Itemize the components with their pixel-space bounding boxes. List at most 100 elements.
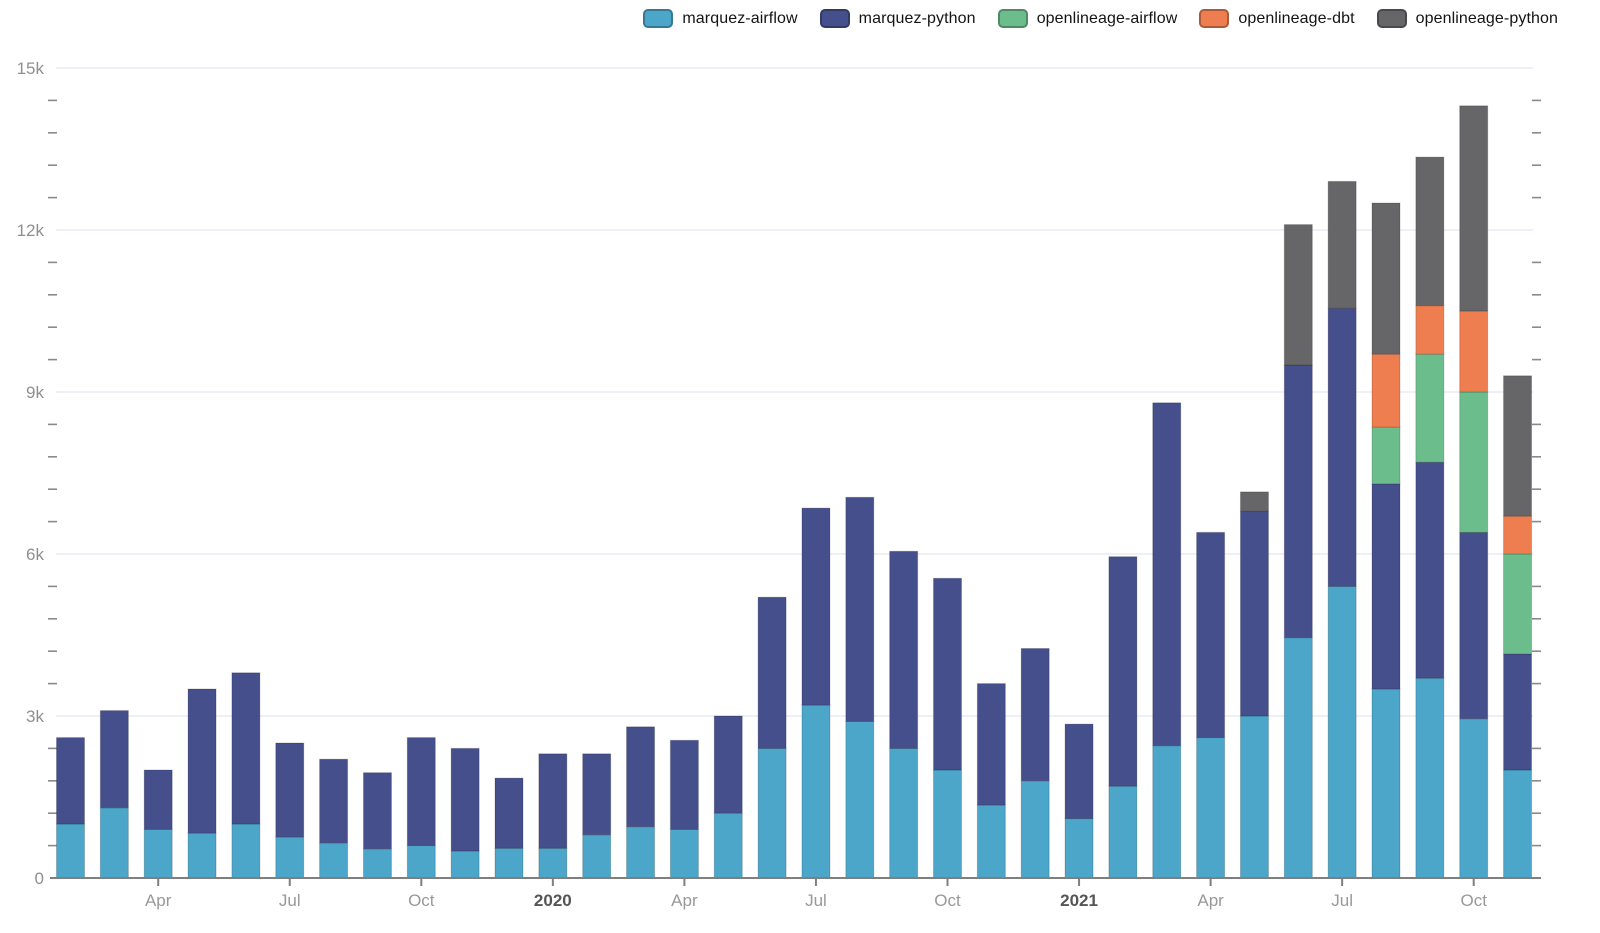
bar-segment-marquez-python-aug-2020[interactable] bbox=[845, 496, 875, 722]
bar-segment-marquez-python-oct-2020[interactable] bbox=[933, 577, 962, 771]
bar-segment-openlineage-airflow-aug-2021[interactable] bbox=[1371, 426, 1401, 485]
bar-segment-marquez-airflow-apr-2019[interactable] bbox=[143, 828, 173, 879]
bar-segment-marquez-python-sep-2020[interactable] bbox=[889, 550, 919, 749]
bar-segment-marquez-python-oct-2021[interactable] bbox=[1459, 531, 1489, 720]
bar-segment-marquez-python-sep-2021[interactable] bbox=[1415, 461, 1445, 679]
legend-item-marquez-airflow[interactable]: marquez-airflow bbox=[643, 9, 798, 28]
bar-segment-marquez-python-aug-2021[interactable] bbox=[1371, 483, 1401, 690]
bar-segment-openlineage-python-oct-2021[interactable] bbox=[1459, 105, 1489, 312]
bar-segment-marquez-airflow-oct-2021[interactable] bbox=[1459, 718, 1489, 879]
legend-item-openlineage-dbt[interactable]: openlineage-dbt bbox=[1199, 9, 1355, 28]
bar-segment-openlineage-dbt-oct-2021[interactable] bbox=[1459, 310, 1489, 393]
bar-segment-marquez-python-nov-2020[interactable] bbox=[976, 683, 1006, 806]
bar-segment-marquez-python-nov-2019[interactable] bbox=[450, 747, 480, 852]
bar-segment-marquez-python-apr-2020[interactable] bbox=[669, 739, 699, 830]
bar-segment-openlineage-airflow-nov-2021[interactable] bbox=[1503, 553, 1533, 655]
bar-segment-marquez-airflow-sep-2020[interactable] bbox=[889, 747, 919, 879]
legend-label: marquez-airflow bbox=[682, 9, 798, 27]
bar-segment-marquez-python-apr-2021[interactable] bbox=[1196, 531, 1226, 739]
bar-segment-marquez-airflow-aug-2020[interactable] bbox=[845, 720, 875, 879]
bar-segment-marquez-airflow-feb-2021[interactable] bbox=[1108, 785, 1138, 879]
y-axis-label: 9k bbox=[26, 383, 44, 402]
x-axis-label-2021: 2021 bbox=[1060, 891, 1098, 910]
legend-swatch-icon bbox=[643, 9, 674, 28]
bar-segment-openlineage-python-may-2021[interactable] bbox=[1239, 491, 1269, 512]
bar-segment-marquez-airflow-oct-2019[interactable] bbox=[406, 845, 436, 879]
bar-segment-openlineage-airflow-sep-2021[interactable] bbox=[1415, 353, 1445, 463]
bar-segment-marquez-airflow-jul-2021[interactable] bbox=[1327, 585, 1357, 879]
legend-item-openlineage-python[interactable]: openlineage-python bbox=[1376, 9, 1558, 28]
bar-segment-marquez-airflow-nov-2021[interactable] bbox=[1503, 769, 1533, 879]
bar-segment-marquez-python-apr-2019[interactable] bbox=[143, 769, 173, 830]
bar-segment-openlineage-dbt-nov-2021[interactable] bbox=[1503, 515, 1533, 555]
bar-segment-openlineage-dbt-aug-2021[interactable] bbox=[1371, 353, 1401, 428]
bar-segment-marquez-airflow-may-2021[interactable] bbox=[1239, 715, 1269, 879]
bar-segment-marquez-airflow-apr-2021[interactable] bbox=[1196, 737, 1226, 879]
bar-segment-marquez-airflow-may-2020[interactable] bbox=[713, 812, 743, 879]
bar-segment-marquez-python-dec-2019[interactable] bbox=[494, 777, 524, 849]
bar-segment-marquez-airflow-mar-2021[interactable] bbox=[1152, 745, 1182, 879]
bar-segment-openlineage-python-jun-2021[interactable] bbox=[1283, 224, 1313, 366]
bar-segment-openlineage-python-aug-2021[interactable] bbox=[1371, 202, 1401, 355]
legend-label: openlineage-airflow bbox=[1036, 9, 1178, 27]
bar-segment-marquez-airflow-nov-2020[interactable] bbox=[976, 804, 1006, 879]
bar-segment-marquez-airflow-apr-2020[interactable] bbox=[669, 828, 699, 879]
x-axis-label-Jul: Jul bbox=[279, 891, 301, 910]
bar-segment-marquez-python-jul-2020[interactable] bbox=[801, 507, 831, 706]
legend-item-openlineage-airflow[interactable]: openlineage-airflow bbox=[997, 9, 1178, 28]
bar-segment-marquez-python-may-2020[interactable] bbox=[713, 715, 743, 814]
bar-segment-marquez-airflow-jun-2021[interactable] bbox=[1283, 637, 1313, 879]
bar-segment-marquez-airflow-mar-2019[interactable] bbox=[99, 807, 129, 879]
bar-segment-marquez-python-jul-2021[interactable] bbox=[1327, 307, 1357, 587]
bar-segment-openlineage-python-jul-2021[interactable] bbox=[1327, 180, 1357, 309]
bar-segment-marquez-python-jun-2021[interactable] bbox=[1283, 364, 1313, 639]
bar-segment-marquez-python-mar-2020[interactable] bbox=[626, 726, 656, 828]
bar-segment-marquez-python-may-2019[interactable] bbox=[187, 688, 217, 834]
bar-segment-marquez-airflow-aug-2021[interactable] bbox=[1371, 688, 1401, 879]
x-axis-label-Apr: Apr bbox=[1197, 891, 1224, 910]
legend-swatch-icon bbox=[997, 9, 1028, 28]
bar-segment-marquez-airflow-mar-2020[interactable] bbox=[626, 826, 656, 879]
x-axis-label-Oct: Oct bbox=[934, 891, 961, 910]
bar-segment-marquez-airflow-dec-2019[interactable] bbox=[494, 847, 524, 879]
bar-segment-openlineage-python-nov-2021[interactable] bbox=[1503, 375, 1533, 517]
x-axis-label-Oct: Oct bbox=[408, 891, 435, 910]
bar-segment-marquez-python-jan-2020[interactable] bbox=[538, 753, 568, 849]
bar-segment-marquez-python-aug-2019[interactable] bbox=[319, 758, 349, 844]
bar-segment-marquez-python-may-2021[interactable] bbox=[1239, 510, 1269, 717]
bar-segment-marquez-airflow-may-2019[interactable] bbox=[187, 832, 217, 879]
bar-segment-marquez-airflow-sep-2019[interactable] bbox=[362, 848, 392, 879]
bar-segment-marquez-airflow-feb-2020[interactable] bbox=[582, 834, 612, 879]
x-axis-label-2020: 2020 bbox=[534, 891, 572, 910]
bar-segment-marquez-python-mar-2021[interactable] bbox=[1152, 402, 1182, 747]
bar-segment-marquez-python-jul-2019[interactable] bbox=[275, 742, 305, 838]
bar-segment-openlineage-python-sep-2021[interactable] bbox=[1415, 156, 1445, 307]
bar-segment-marquez-airflow-feb-2019[interactable] bbox=[56, 823, 85, 879]
bar-segment-marquez-airflow-aug-2019[interactable] bbox=[319, 842, 349, 879]
bar-segment-marquez-python-jan-2021[interactable] bbox=[1064, 723, 1094, 820]
bar-segment-marquez-python-jun-2020[interactable] bbox=[757, 596, 787, 749]
bar-segment-marquez-airflow-jan-2020[interactable] bbox=[538, 847, 568, 879]
bar-segment-marquez-python-mar-2019[interactable] bbox=[99, 710, 129, 809]
bar-segment-marquez-airflow-sep-2021[interactable] bbox=[1415, 677, 1445, 879]
bar-segment-marquez-python-feb-2019[interactable] bbox=[56, 737, 85, 825]
bar-segment-marquez-python-nov-2021[interactable] bbox=[1503, 653, 1533, 771]
bar-segment-marquez-python-feb-2021[interactable] bbox=[1108, 556, 1138, 787]
bar-segment-marquez-airflow-jul-2020[interactable] bbox=[801, 704, 831, 879]
bar-segment-marquez-airflow-nov-2019[interactable] bbox=[450, 850, 480, 879]
bar-segment-openlineage-airflow-oct-2021[interactable] bbox=[1459, 391, 1489, 533]
bar-segment-marquez-airflow-jul-2019[interactable] bbox=[275, 836, 305, 879]
bar-segment-marquez-airflow-jun-2020[interactable] bbox=[757, 747, 787, 879]
bar-segment-marquez-airflow-jan-2021[interactable] bbox=[1064, 818, 1094, 879]
legend-swatch-icon bbox=[1199, 9, 1230, 28]
bar-segment-marquez-airflow-jun-2019[interactable] bbox=[231, 823, 261, 879]
legend-item-marquez-python[interactable]: marquez-python bbox=[819, 9, 976, 28]
bar-segment-openlineage-dbt-sep-2021[interactable] bbox=[1415, 305, 1445, 355]
bar-segment-marquez-python-oct-2019[interactable] bbox=[406, 737, 436, 847]
bar-segment-marquez-airflow-dec-2020[interactable] bbox=[1020, 780, 1050, 879]
bar-segment-marquez-airflow-oct-2020[interactable] bbox=[933, 769, 962, 879]
bar-segment-marquez-python-sep-2019[interactable] bbox=[362, 772, 392, 850]
bar-segment-marquez-python-jun-2019[interactable] bbox=[231, 672, 261, 825]
bar-segment-marquez-python-dec-2020[interactable] bbox=[1020, 648, 1050, 782]
bar-segment-marquez-python-feb-2020[interactable] bbox=[582, 753, 612, 836]
